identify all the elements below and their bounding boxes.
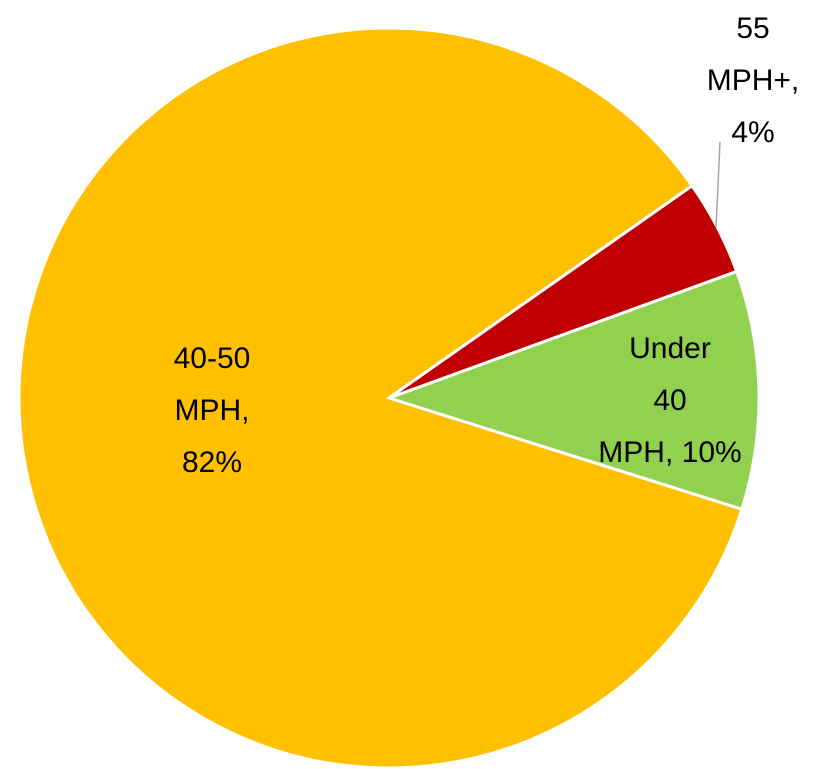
data-label: 55 MPH+, 4% xyxy=(707,12,800,149)
pie-slice xyxy=(17,26,744,769)
pie-slice xyxy=(384,269,761,512)
data-label: 40-50 MPH, 82% xyxy=(174,342,251,479)
data-label: Under 40 MPH, 10% xyxy=(598,332,741,469)
pie-slice xyxy=(388,183,739,400)
leader-line xyxy=(715,141,721,229)
